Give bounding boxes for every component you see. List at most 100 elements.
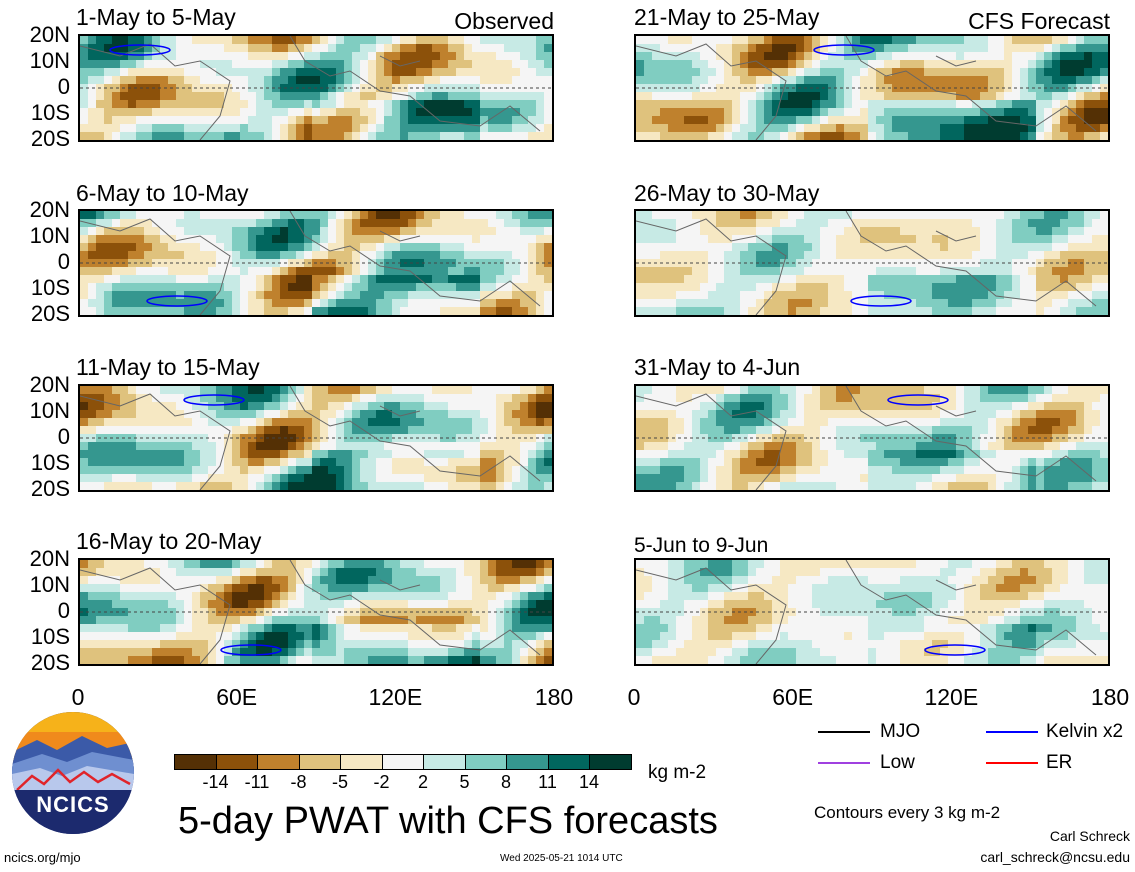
pwat-cell xyxy=(144,76,153,85)
pwat-cell xyxy=(328,243,337,252)
pwat-cell xyxy=(392,267,401,276)
pwat-cell xyxy=(440,640,449,649)
pwat-cell xyxy=(448,410,457,419)
pwat-cell xyxy=(996,211,1005,220)
pwat-cell xyxy=(128,275,137,284)
pwat-cell xyxy=(796,44,805,53)
pwat-cell xyxy=(748,132,757,140)
pwat-cell xyxy=(504,267,513,276)
pwat-cell xyxy=(184,76,193,85)
pwat-cell xyxy=(668,116,677,125)
pwat-cell xyxy=(360,124,369,133)
pwat-cell xyxy=(1100,36,1108,45)
pwat-cell xyxy=(96,442,105,451)
pwat-cell xyxy=(844,418,853,427)
pwat-cell xyxy=(440,402,449,411)
pwat-cell xyxy=(828,68,837,77)
pwat-cell xyxy=(852,267,861,276)
pwat-cell xyxy=(1044,76,1053,85)
pwat-cell xyxy=(424,640,433,649)
pwat-cell xyxy=(360,410,369,419)
pwat-cell xyxy=(1004,211,1013,220)
pwat-cell xyxy=(488,482,497,490)
pwat-cell xyxy=(152,52,161,61)
kelvin-contour xyxy=(109,44,171,56)
pwat-cell xyxy=(288,450,297,459)
pwat-cell xyxy=(844,307,853,315)
pwat-cell xyxy=(676,100,685,109)
pwat-cell xyxy=(1044,299,1053,308)
pwat-cell xyxy=(480,211,489,220)
pwat-cell xyxy=(724,76,733,85)
pwat-cell xyxy=(788,227,797,236)
pwat-cell xyxy=(168,235,177,244)
pwat-cell xyxy=(820,283,829,292)
pwat-cell xyxy=(692,291,701,300)
pwat-cell xyxy=(972,402,981,411)
pwat-cell xyxy=(700,108,709,117)
pwat-cell xyxy=(1100,291,1108,300)
pwat-cell xyxy=(860,307,869,315)
pwat-cell xyxy=(1076,235,1085,244)
pwat-cell xyxy=(96,576,105,585)
pwat-cell xyxy=(884,283,893,292)
pwat-cell xyxy=(264,251,273,260)
pwat-cell xyxy=(956,116,965,125)
pwat-cell xyxy=(940,132,949,140)
pwat-cell xyxy=(376,275,385,284)
pwat-cell xyxy=(1020,235,1029,244)
pwat-cell xyxy=(692,243,701,252)
pwat-cell xyxy=(1020,76,1029,85)
pwat-cell xyxy=(464,458,473,467)
pwat-cell xyxy=(200,624,209,633)
pwat-cell xyxy=(480,648,489,657)
pwat-cell xyxy=(384,92,393,101)
pwat-cell xyxy=(1076,402,1085,411)
pwat-cell xyxy=(708,299,717,308)
pwat-cell xyxy=(88,568,97,577)
pwat-cell xyxy=(924,418,933,427)
pwat-cell xyxy=(544,560,552,569)
pwat-cell xyxy=(168,124,177,133)
pwat-cell xyxy=(988,291,997,300)
pwat-cell xyxy=(120,92,129,101)
pwat-cell xyxy=(892,124,901,133)
pwat-cell xyxy=(416,640,425,649)
pwat-cell xyxy=(96,394,105,403)
pwat-cell xyxy=(304,211,313,220)
pwat-cell xyxy=(112,632,121,641)
pwat-cell xyxy=(168,482,177,490)
pwat-cell xyxy=(120,307,129,315)
pwat-cell xyxy=(472,584,481,593)
pwat-cell xyxy=(740,36,749,45)
pwat-cell xyxy=(748,275,757,284)
pwat-cell xyxy=(160,100,169,109)
pwat-cell xyxy=(176,394,185,403)
pwat-cell xyxy=(360,299,369,308)
pwat-cell xyxy=(820,410,829,419)
pwat-cell xyxy=(504,235,513,244)
pwat-cell xyxy=(756,426,765,435)
pwat-cell xyxy=(772,92,781,101)
pwat-cell xyxy=(320,426,329,435)
pwat-cell xyxy=(1092,386,1101,395)
pwat-cell xyxy=(528,616,537,625)
pwat-cell xyxy=(128,576,137,585)
pwat-cell xyxy=(932,44,941,53)
pwat-cell xyxy=(504,600,513,609)
pwat-cell xyxy=(940,92,949,101)
pwat-cell xyxy=(472,426,481,435)
pwat-cell xyxy=(512,410,521,419)
pwat-cell xyxy=(248,60,257,69)
pwat-cell xyxy=(1044,426,1053,435)
pwat-cell xyxy=(152,568,161,577)
pwat-cell xyxy=(1012,394,1021,403)
pwat-cell xyxy=(216,600,225,609)
pwat-cell xyxy=(496,307,505,315)
pwat-cell xyxy=(756,124,765,133)
pwat-cell xyxy=(368,656,377,664)
pwat-cell xyxy=(892,235,901,244)
pwat-cell xyxy=(980,92,989,101)
pwat-cell xyxy=(184,211,193,220)
pwat-cell xyxy=(184,584,193,593)
